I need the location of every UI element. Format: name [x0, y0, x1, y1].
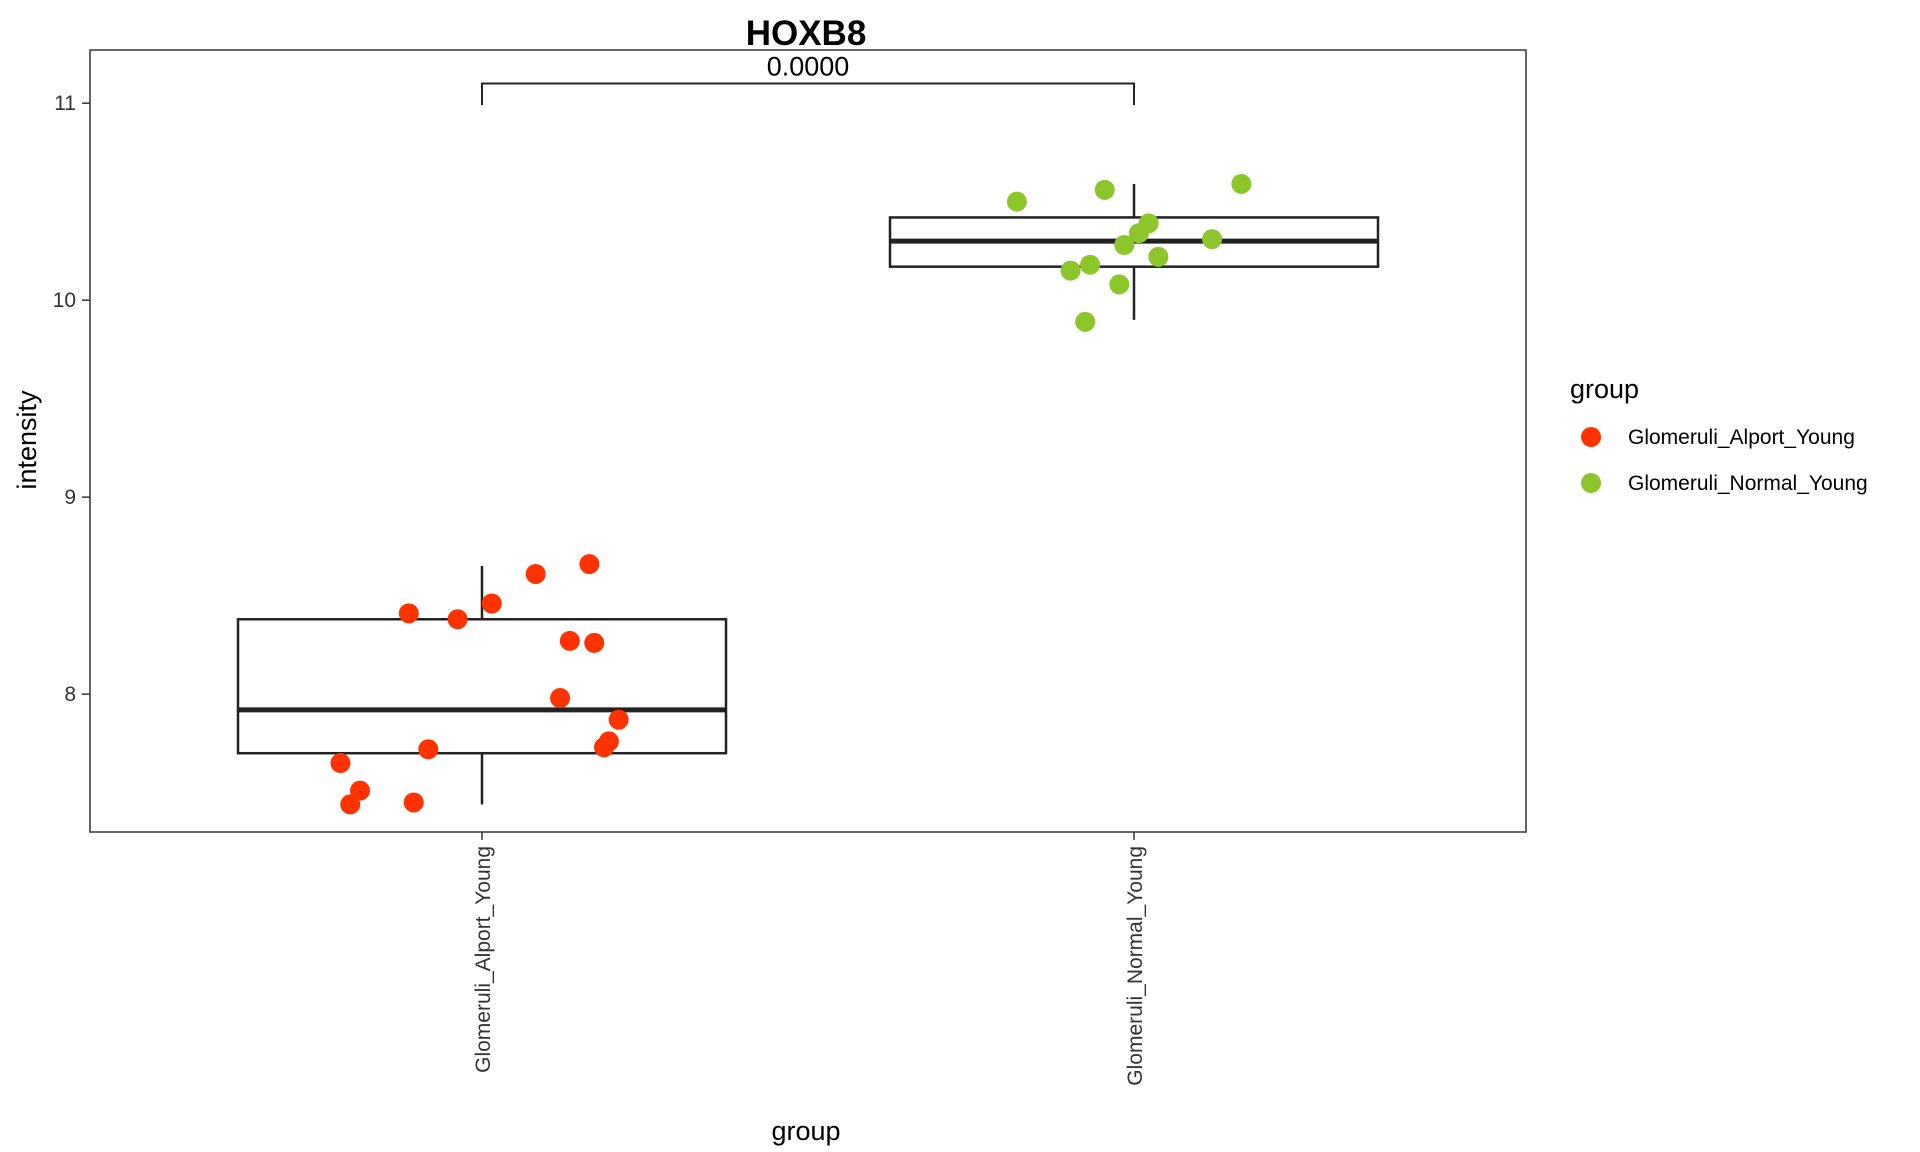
data-point [584, 632, 605, 653]
data-point [398, 603, 419, 624]
data-point [1006, 191, 1027, 212]
boxes [236, 183, 1380, 805]
data-point [579, 554, 600, 575]
significance-bracket [481, 82, 1135, 106]
significance-annotation: 0.0000 [481, 51, 1135, 106]
data-point [1075, 311, 1096, 332]
box-glomeruli-alport-young [236, 566, 728, 805]
legend-title: group [1570, 374, 1639, 404]
legend: group Glomeruli_Alport_Young Glomeruli_No… [1570, 374, 1868, 495]
data-point [1060, 260, 1081, 281]
legend-key [1581, 473, 1601, 493]
data-point [1114, 235, 1135, 256]
data-point [1231, 173, 1252, 194]
legend-label: Glomeruli_Alport_Young [1628, 426, 1855, 449]
plot-panel [89, 49, 1527, 833]
data-point [447, 609, 468, 630]
x-tick-label: Glomeruli_Alport_Young [472, 846, 495, 1073]
data-point [1080, 254, 1101, 275]
chart-title: HOXB8 [746, 14, 867, 53]
x-tick-label: Glomeruli_Normal_Young [1124, 846, 1147, 1086]
data-point [330, 753, 351, 774]
plot-panel-border [89, 49, 1527, 833]
y-tick-label: 11 [54, 92, 76, 115]
data-point [1202, 229, 1223, 250]
data-point [608, 709, 629, 730]
box-glomeruli-normal-young [888, 183, 1380, 320]
legend-key [1581, 427, 1601, 447]
data-points [330, 173, 1252, 815]
data-point [403, 792, 424, 813]
x-axis: Glomeruli_Alport_Young Glomeruli_Normal_Y… [472, 832, 1147, 1086]
data-point [550, 688, 571, 709]
data-point [1138, 213, 1159, 234]
data-point [481, 593, 502, 614]
p-value-label: 0.0000 [767, 51, 850, 81]
interquartile-box [236, 618, 728, 755]
data-point [1109, 274, 1130, 295]
x-axis-title: group [771, 1116, 840, 1146]
y-axis: 8 9 10 11 [53, 92, 90, 706]
data-point [598, 731, 619, 752]
y-tick-label: 8 [64, 683, 76, 706]
data-point [350, 780, 370, 801]
data-point [418, 739, 439, 760]
data-point [1148, 246, 1169, 267]
legend-label: Glomeruli_Normal_Young [1628, 472, 1868, 495]
data-point [559, 630, 580, 651]
y-tick-label: 9 [64, 486, 76, 509]
data-point [1094, 179, 1115, 200]
y-tick-label: 10 [53, 289, 76, 312]
data-point [525, 563, 546, 584]
y-axis-title: intensity [12, 390, 42, 490]
